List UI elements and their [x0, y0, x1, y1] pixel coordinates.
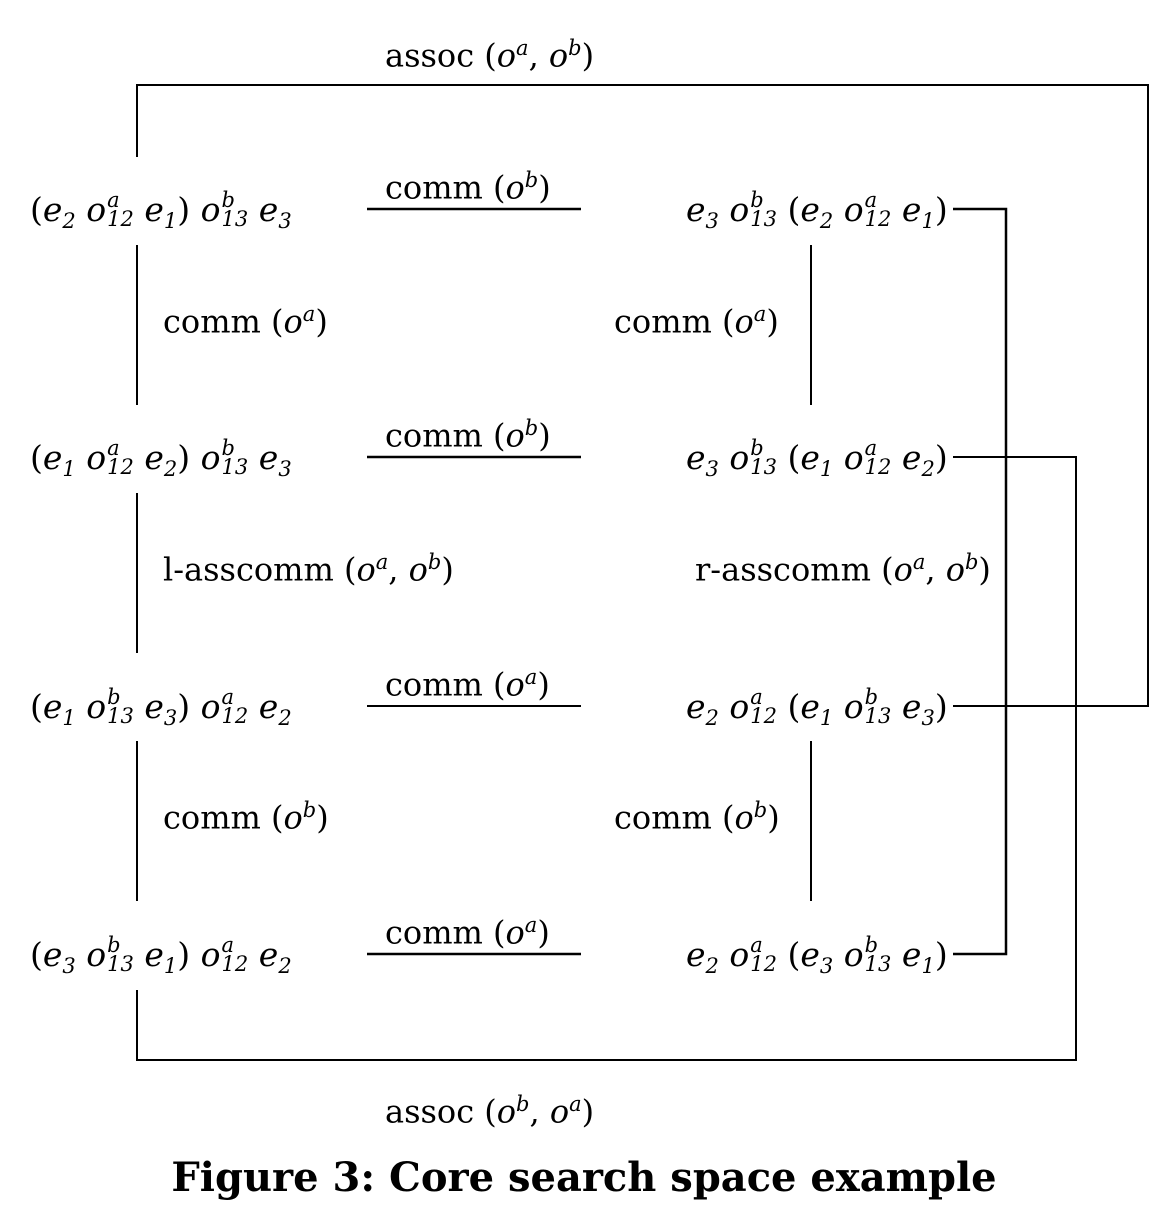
node-tl2: (e1 o a 12 e2) o b 13 e3	[30, 436, 292, 482]
label-comm-left-1: comm (oa)	[163, 302, 328, 341]
node-tl4: (e3 o b 13 e1) o a 12 e2	[30, 933, 292, 979]
node-tr2: e3 o b 13 (e1 o a 12 e2)	[686, 436, 948, 482]
label-comm-right-1: comm (oa)	[614, 302, 779, 341]
label-comm-row1: comm (ob)	[385, 168, 551, 207]
edge-assoc-bottom	[136, 456, 1077, 1061]
label-comm-left-3: comm (ob)	[163, 798, 329, 837]
edge-assoc-top	[136, 84, 1149, 707]
label-l-asscomm: l-asscomm (oa, ob)	[163, 550, 454, 589]
edge-r-asscomm	[953, 207, 1008, 956]
label-comm-row3: comm (oa)	[385, 665, 550, 704]
node-tr1: e3 o b 13 (e2 o a 12 e1)	[686, 188, 948, 234]
node-tl1: (e2 o a 12 e1) o b 13 e3	[30, 188, 292, 234]
label-comm-row4: comm (oa)	[385, 913, 550, 952]
label-comm-right-3: comm (ob)	[614, 798, 780, 837]
label-assoc-bottom: assoc (ob, oa)	[385, 1092, 595, 1131]
figure-caption: Figure 3: Core search space example	[171, 1154, 997, 1201]
node-tl3: (e1 o b 13 e3) o a 12 e2	[30, 685, 292, 731]
label-assoc-top: assoc (oa, ob)	[385, 36, 595, 75]
node-tr3: e2 o a 12 (e1 o b 13 e3)	[686, 685, 948, 731]
label-comm-row2: comm (ob)	[385, 416, 551, 455]
node-tr4: e2 o a 12 (e3 o b 13 e1)	[686, 933, 948, 979]
label-r-asscomm: r-asscomm (oa, ob)	[695, 550, 991, 589]
